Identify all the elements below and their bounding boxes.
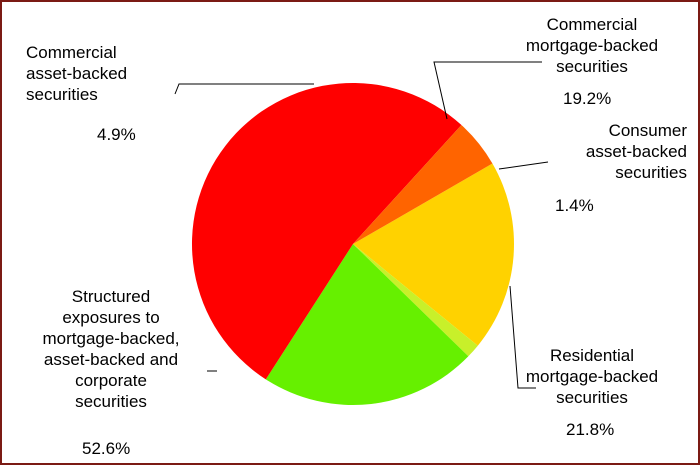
- label-consumer-abs: Consumer asset-backed securities: [585, 121, 687, 182]
- slice-consumer-abs: [353, 244, 478, 357]
- label-residential-mbs: Residential mortgage-backed securities: [525, 346, 659, 407]
- label-commercial-mbs: Commercial mortgage-backed securities: [525, 15, 659, 76]
- pct-residential-mbs: 21.8%: [566, 420, 615, 439]
- leader-commercial-mbs: [433, 61, 542, 120]
- pct-commercial-abs: 4.9%: [97, 125, 136, 144]
- leader-commercial-abs: [174, 83, 314, 95]
- pct-consumer-abs: 1.4%: [555, 196, 594, 215]
- slice-commercial-mbs: [353, 163, 515, 346]
- label-commercial-abs: Commercial asset-backed securities: [26, 43, 128, 104]
- pct-structured-exposures: 52.6%: [82, 439, 131, 458]
- leader-consumer-abs: [498, 161, 549, 170]
- label-structured-exposures: Structured exposures to mortgage-backed,…: [42, 287, 180, 411]
- slice-residential-mbs: [265, 244, 469, 406]
- slice-commercial-abs: [353, 125, 493, 244]
- pct-commercial-mbs: 19.2%: [563, 89, 612, 108]
- slice-structured-exposures: [191, 82, 462, 380]
- leader-residential-mbs: [509, 285, 536, 389]
